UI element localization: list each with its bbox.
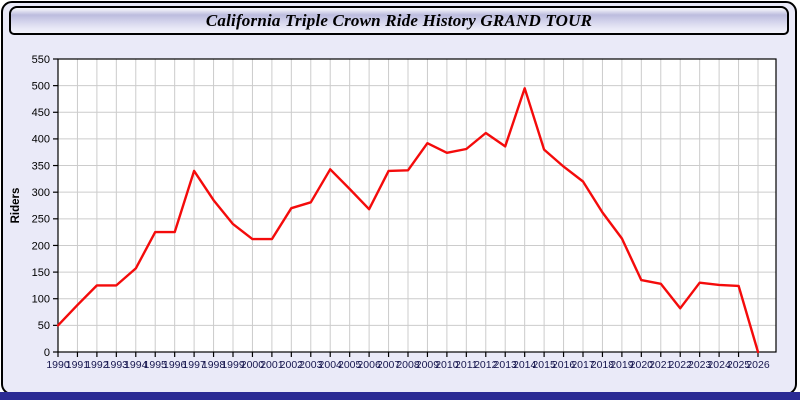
chart-title-bar: California Triple Crown Ride History GRA… xyxy=(9,6,789,35)
plot-border xyxy=(57,58,777,353)
x-axis-tick-label: 2003 xyxy=(299,359,323,371)
y-axis-tick-label: 350 xyxy=(32,160,50,172)
x-axis-tick-label: 2021 xyxy=(649,359,673,371)
y-axis-tick-label: 150 xyxy=(32,267,50,279)
y-axis-tick-label: 400 xyxy=(32,134,50,146)
y-axis-tick-label: 500 xyxy=(32,80,50,92)
x-axis-tick-label: 2023 xyxy=(688,359,712,371)
x-axis-tick-label: 2011 xyxy=(455,359,478,371)
x-axis-tick-label: 2009 xyxy=(416,359,440,371)
plot-area xyxy=(58,59,776,352)
x-axis-tick-label: 2025 xyxy=(727,359,751,371)
x-axis-tick-label: 1990 xyxy=(46,359,70,371)
bottom-edge-strip xyxy=(0,392,800,400)
x-axis-tick-label: 1998 xyxy=(202,359,226,371)
x-axis-tick-label: 2017 xyxy=(571,359,595,371)
x-axis-tick-label: 2015 xyxy=(532,359,556,371)
x-axis-tick-label: 2020 xyxy=(630,359,654,371)
x-axis-tick-label: 2008 xyxy=(396,359,420,371)
x-axis-tick-label: 2001 xyxy=(260,359,284,371)
y-axis-tick-label: 300 xyxy=(32,187,50,199)
x-axis-tick-label: 1993 xyxy=(105,359,129,371)
ride-history-line-chart: 0501001502002503003504004505005501990199… xyxy=(10,54,777,371)
y-axis-tick-label: 100 xyxy=(32,294,50,306)
y-axis-tick-label: 250 xyxy=(32,214,50,226)
x-axis-tick-label: 2014 xyxy=(513,359,537,371)
riders-series-line xyxy=(56,87,760,354)
x-axis-tick-label: 2016 xyxy=(552,359,576,371)
x-axis-tick-label: 2000 xyxy=(241,359,265,371)
x-axis-tick-label: 2013 xyxy=(494,359,518,371)
x-axis-tick-label: 2022 xyxy=(669,359,693,371)
y-axis-tick-label: 200 xyxy=(32,240,50,252)
x-axis-tick-label: 2010 xyxy=(435,359,459,371)
y-axis-tick-label: 450 xyxy=(32,107,50,119)
x-axis-tick-label: 1996 xyxy=(163,359,187,371)
x-axis-tick-label: 1997 xyxy=(182,359,206,371)
y-axis-title: Riders xyxy=(10,188,22,224)
x-axis-tick-label: 2024 xyxy=(707,359,731,371)
x-axis-tick-label: 2012 xyxy=(474,359,498,371)
y-axis-tick-label: 550 xyxy=(32,54,50,66)
chart-title: California Triple Crown Ride History GRA… xyxy=(205,10,593,30)
x-axis-tick-label: 2004 xyxy=(319,359,343,371)
x-axis-tick-label: 2018 xyxy=(591,359,615,371)
y-axis-tick-label: 50 xyxy=(38,320,50,332)
x-axis-tick-label: 1994 xyxy=(124,359,148,371)
x-axis-tick-label: 2002 xyxy=(280,359,304,371)
x-axis-tick-label: 1992 xyxy=(85,359,109,371)
x-axis-tick-label: 2026 xyxy=(746,359,770,371)
x-axis-tick-label: 2019 xyxy=(610,359,634,371)
y-axis-tick-label: 0 xyxy=(44,347,50,359)
x-axis-tick-label: 1995 xyxy=(144,359,168,371)
x-axis-tick-label: 1999 xyxy=(221,359,245,371)
x-axis-tick-label: 1991 xyxy=(66,359,90,371)
x-axis-tick-label: 2006 xyxy=(357,359,381,371)
x-axis-tick-label: 2005 xyxy=(338,359,362,371)
x-axis-tick-label: 2007 xyxy=(377,359,401,371)
